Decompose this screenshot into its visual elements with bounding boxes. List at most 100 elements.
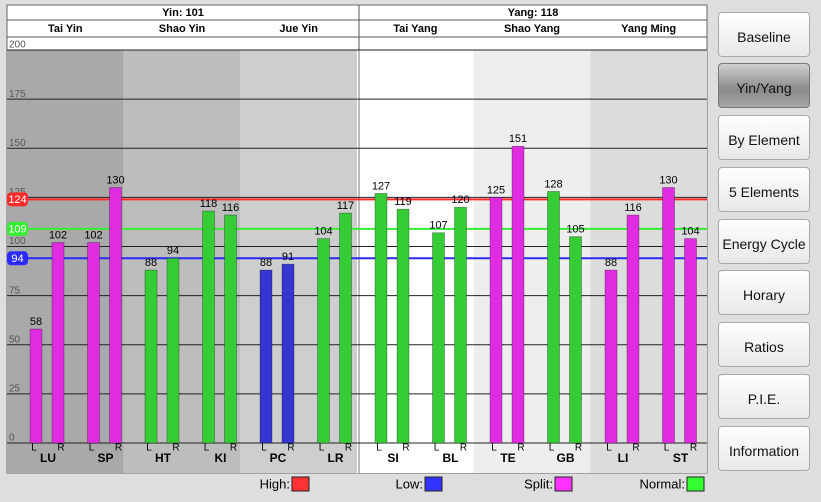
- meridian-name: LI: [618, 451, 629, 465]
- legend-swatch: [291, 476, 310, 492]
- value-label: 128: [544, 178, 562, 190]
- y-tick-label: 175: [9, 89, 26, 100]
- bar: [489, 196, 503, 444]
- meridian-name: SI: [387, 451, 398, 465]
- group-name: Shao Yin: [159, 23, 206, 35]
- bar: [281, 263, 295, 444]
- side-label: L: [146, 443, 152, 454]
- view-button[interactable]: Yin/Yang: [718, 63, 810, 108]
- group-name: Tai Yang: [393, 23, 437, 35]
- bar: [626, 214, 640, 444]
- side-label: R: [345, 443, 352, 454]
- side-label: L: [204, 443, 210, 454]
- legend-swatch: [424, 476, 443, 492]
- meridian-name: LU: [40, 451, 56, 465]
- view-button[interactable]: By Element: [718, 115, 810, 160]
- bar: [51, 242, 65, 444]
- value-label: 127: [372, 180, 390, 192]
- reference-label: 109: [8, 224, 26, 236]
- bar: [317, 238, 330, 444]
- legend-swatch: [554, 476, 573, 492]
- legend-label: Normal:: [639, 476, 685, 491]
- y-tick-label: 50: [9, 334, 21, 345]
- meridian-name: LR: [328, 451, 344, 465]
- view-button[interactable]: P.I.E.: [718, 374, 810, 419]
- value-label: 116: [222, 202, 240, 214]
- side-label: R: [115, 443, 122, 454]
- side-label: R: [632, 443, 639, 454]
- value-label: 151: [509, 133, 527, 145]
- reference-label: 94: [11, 253, 23, 265]
- side-label: R: [287, 443, 294, 454]
- value-label: 104: [314, 226, 332, 238]
- bar: [144, 269, 158, 444]
- bar: [432, 232, 445, 444]
- value-label: 116: [624, 202, 642, 214]
- meridian-name: GB: [557, 451, 575, 465]
- view-button[interactable]: Horary: [718, 270, 810, 315]
- group-name: Jue Yin: [279, 23, 318, 35]
- value-label: 104: [681, 226, 699, 238]
- value-label: 94: [167, 245, 179, 257]
- meridian-name: SP: [97, 451, 113, 465]
- view-button[interactable]: Energy Cycle: [718, 219, 810, 264]
- meridian-name: KI: [215, 451, 227, 465]
- y-tick-label: 25: [9, 384, 21, 395]
- chart: Yin: 101 Yang: 118 Tai Yin Shao Yin Jue Yi…: [6, 4, 708, 492]
- side-label: R: [517, 443, 524, 454]
- value-label: 102: [49, 229, 67, 241]
- bar: [454, 206, 467, 444]
- side-label: R: [57, 443, 64, 454]
- meridian-name: HT: [155, 451, 172, 465]
- value-label: 118: [200, 198, 218, 210]
- value-label: 58: [30, 316, 42, 328]
- legend-swatch: [686, 476, 705, 492]
- side-label: L: [376, 443, 382, 454]
- meridian-name: ST: [673, 451, 689, 465]
- side-label: L: [31, 443, 37, 454]
- view-button[interactable]: Information: [718, 426, 810, 471]
- side-label: R: [460, 443, 467, 454]
- y-tick-label: 150: [9, 138, 26, 149]
- y-tick-label: 0: [9, 433, 15, 444]
- bar: [604, 269, 618, 444]
- side-label: L: [664, 443, 670, 454]
- view-button[interactable]: Ratios: [718, 322, 810, 367]
- meridian-name: BL: [443, 451, 459, 465]
- legend-label: High:: [260, 476, 290, 491]
- bar: [202, 210, 215, 444]
- group-background: [123, 50, 241, 473]
- reference-badge: [7, 192, 28, 207]
- reference-label: 124: [8, 194, 26, 206]
- value-label: 88: [145, 257, 157, 269]
- value-label: 130: [106, 174, 124, 186]
- side-label: R: [402, 443, 409, 454]
- bar: [109, 187, 122, 444]
- side-label: L: [549, 443, 555, 454]
- y-tick-label: 75: [9, 285, 21, 296]
- bar: [259, 269, 273, 444]
- value-label: 105: [566, 224, 584, 236]
- bar: [29, 328, 43, 444]
- sidebar: Baseline Yin/Yang By Element 5 Elements Ener…: [718, 0, 812, 480]
- side-label: R: [690, 443, 697, 454]
- side-label: L: [491, 443, 497, 454]
- side-label: L: [261, 443, 267, 454]
- yang-total: Yang: 118: [508, 7, 559, 19]
- bar: [662, 187, 675, 444]
- bar: [339, 212, 352, 444]
- bar: [569, 236, 582, 444]
- y-tick-label: 200: [9, 40, 26, 51]
- bar: [374, 193, 388, 444]
- meridian-name: TE: [500, 451, 515, 465]
- view-button[interactable]: 5 Elements: [718, 167, 810, 212]
- bar: [166, 257, 180, 444]
- yin-total: Yin: 101: [162, 7, 204, 19]
- view-button[interactable]: Baseline: [718, 12, 810, 57]
- side-label: L: [319, 443, 325, 454]
- reference-badge: [7, 221, 28, 236]
- value-label: 107: [429, 220, 447, 232]
- value-label: 120: [451, 194, 469, 206]
- value-label: 88: [605, 257, 617, 269]
